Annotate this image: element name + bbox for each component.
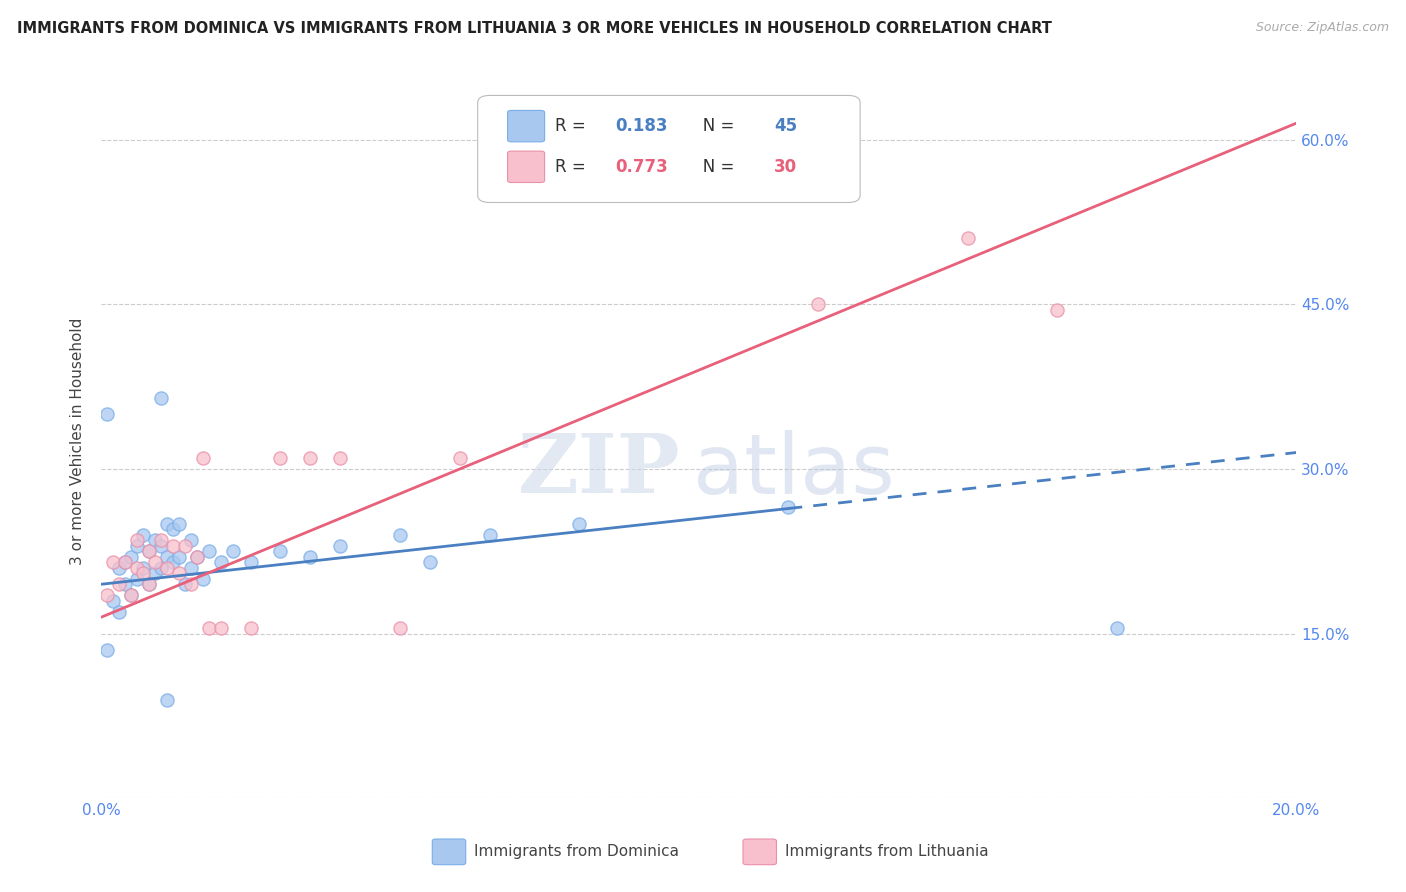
Point	[778, 500, 800, 515]
Point	[329, 539, 352, 553]
Point	[108, 577, 131, 591]
Point	[449, 450, 471, 465]
Point	[138, 577, 160, 591]
Text: 30: 30	[775, 158, 797, 176]
Point	[143, 533, 166, 548]
FancyBboxPatch shape	[508, 151, 544, 183]
Point	[162, 522, 184, 536]
Point	[167, 516, 190, 531]
Point	[180, 533, 202, 548]
Point	[114, 577, 136, 591]
FancyBboxPatch shape	[478, 95, 860, 202]
Point	[132, 528, 155, 542]
Point	[956, 231, 979, 245]
Point	[138, 577, 160, 591]
Point	[120, 588, 142, 602]
Text: R =: R =	[555, 117, 592, 135]
Text: ZIP: ZIP	[519, 430, 681, 510]
Point	[156, 516, 179, 531]
Point	[162, 539, 184, 553]
Point	[299, 549, 322, 564]
Point	[191, 572, 214, 586]
Point	[143, 566, 166, 581]
Point	[329, 450, 352, 465]
Point	[209, 621, 232, 635]
FancyBboxPatch shape	[508, 111, 544, 142]
Point	[186, 549, 208, 564]
Point	[167, 549, 190, 564]
Point	[120, 549, 142, 564]
Point	[478, 528, 501, 542]
Point	[191, 450, 214, 465]
Point	[132, 561, 155, 575]
Text: atlas: atlas	[693, 430, 894, 510]
Point	[419, 555, 441, 569]
Y-axis label: 3 or more Vehicles in Household: 3 or more Vehicles in Household	[70, 318, 86, 566]
Point	[150, 539, 173, 553]
Point	[222, 544, 245, 558]
Point	[150, 391, 173, 405]
Point	[1046, 302, 1069, 317]
Point	[127, 561, 149, 575]
Point	[143, 555, 166, 569]
Point	[138, 544, 160, 558]
Point	[120, 588, 142, 602]
Point	[388, 528, 412, 542]
Point	[114, 555, 136, 569]
Point	[388, 621, 412, 635]
Point	[108, 605, 131, 619]
Point	[239, 555, 262, 569]
Point	[180, 577, 202, 591]
Point	[103, 555, 124, 569]
Point	[156, 561, 179, 575]
Point	[568, 516, 591, 531]
Point	[156, 549, 179, 564]
Point	[96, 643, 118, 657]
Text: Source: ZipAtlas.com: Source: ZipAtlas.com	[1256, 21, 1389, 34]
Point	[167, 566, 190, 581]
Point	[150, 533, 173, 548]
Point	[156, 692, 179, 706]
Point	[807, 297, 830, 311]
Point	[239, 621, 262, 635]
Point	[150, 561, 173, 575]
Point	[270, 544, 292, 558]
Text: N =: N =	[688, 117, 740, 135]
Point	[1107, 621, 1129, 635]
Text: 45: 45	[775, 117, 797, 135]
Point	[96, 407, 118, 421]
Point	[162, 555, 184, 569]
Point	[270, 450, 292, 465]
Point	[127, 539, 149, 553]
Text: IMMIGRANTS FROM DOMINICA VS IMMIGRANTS FROM LITHUANIA 3 OR MORE VEHICLES IN HOUS: IMMIGRANTS FROM DOMINICA VS IMMIGRANTS F…	[17, 21, 1052, 36]
Text: N =: N =	[688, 158, 740, 176]
Point	[96, 588, 118, 602]
FancyBboxPatch shape	[742, 839, 776, 864]
Point	[209, 555, 232, 569]
Point	[299, 450, 322, 465]
Point	[197, 621, 219, 635]
Point	[114, 555, 136, 569]
Point	[103, 593, 124, 607]
Text: R =: R =	[555, 158, 592, 176]
Point	[127, 533, 149, 548]
Point	[108, 561, 131, 575]
FancyBboxPatch shape	[432, 839, 465, 864]
Text: 0.773: 0.773	[616, 158, 668, 176]
Point	[138, 544, 160, 558]
Text: 0.183: 0.183	[616, 117, 668, 135]
Point	[180, 561, 202, 575]
Text: Immigrants from Dominica: Immigrants from Dominica	[474, 845, 679, 859]
Point	[127, 572, 149, 586]
Point	[174, 539, 197, 553]
Point	[132, 566, 155, 581]
Point	[197, 544, 219, 558]
Text: Immigrants from Lithuania: Immigrants from Lithuania	[785, 845, 988, 859]
Point	[186, 549, 208, 564]
Point	[174, 577, 197, 591]
